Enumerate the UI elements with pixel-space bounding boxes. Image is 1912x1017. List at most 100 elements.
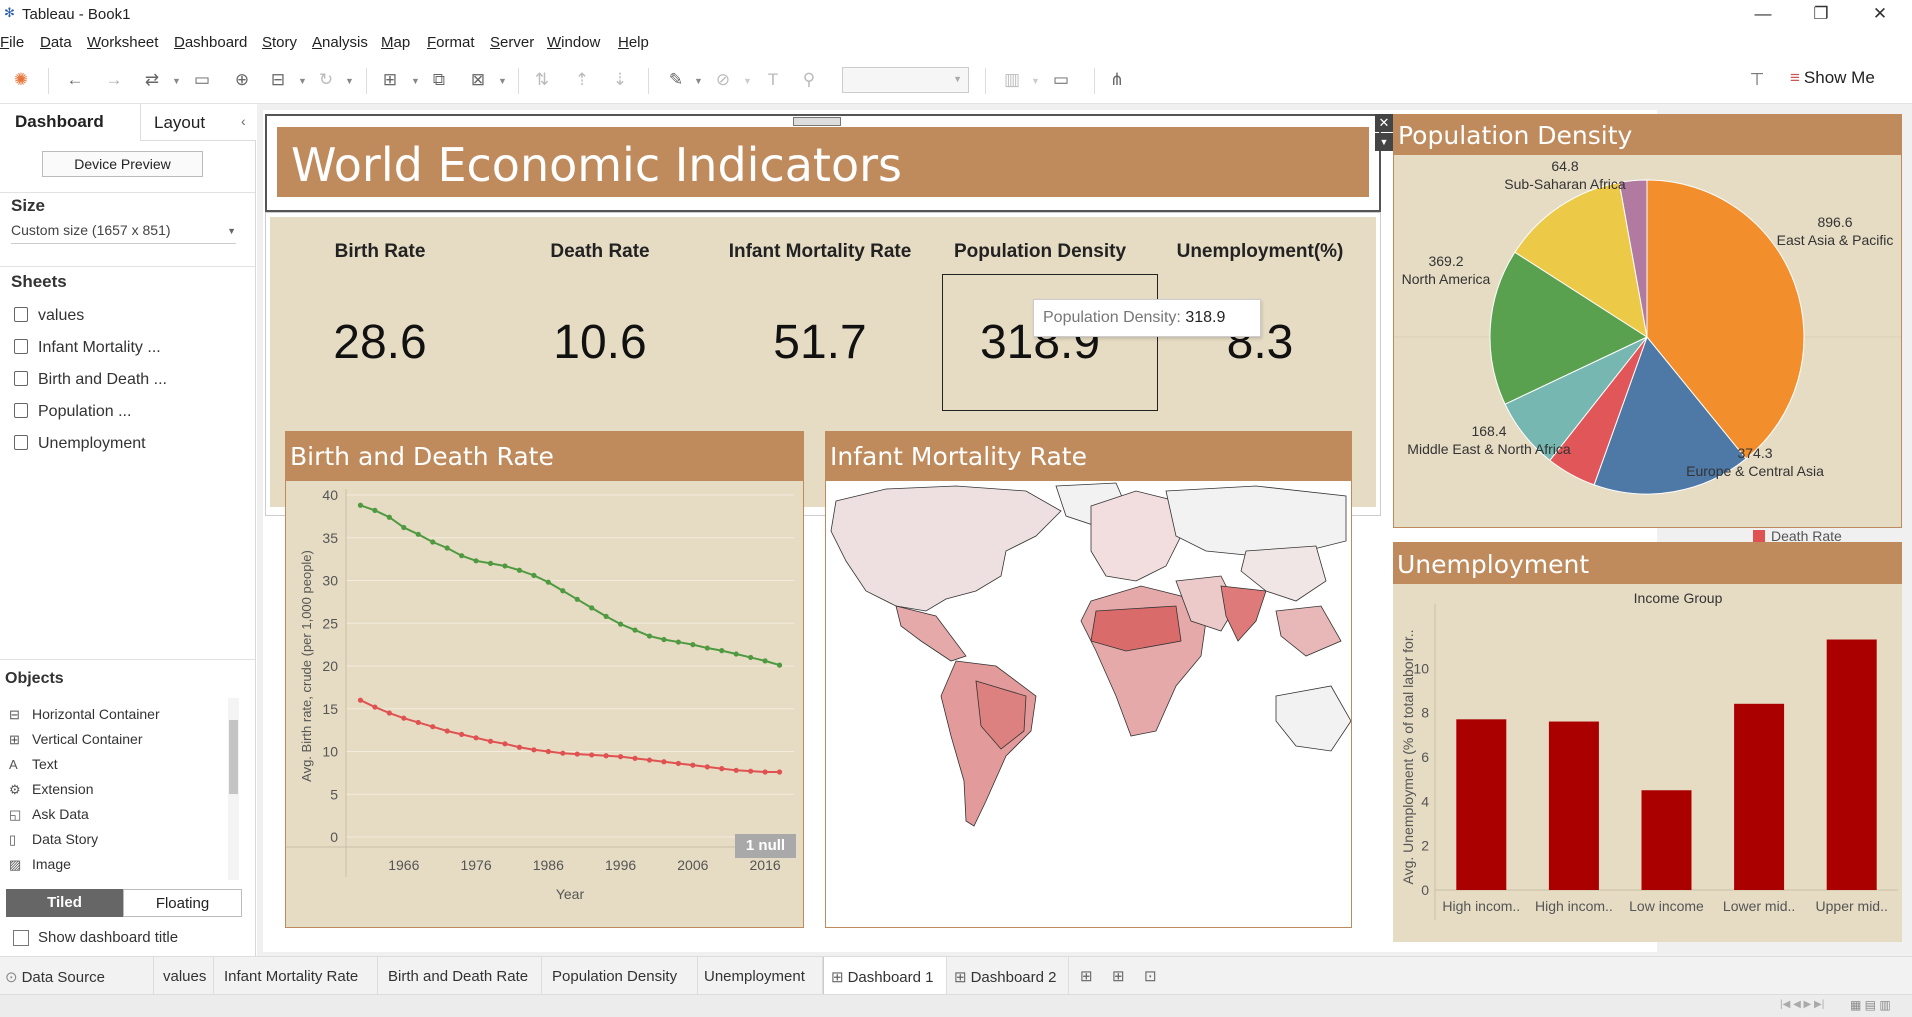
tab-infant-mortality-rate[interactable]: Infant Mortality Rate [214, 957, 378, 994]
tab-population-density[interactable]: Population Density [542, 957, 698, 994]
object-vertical-container[interactable]: ⊞ Vertical Container [9, 731, 143, 747]
redo-icon[interactable]: → [105, 70, 123, 89]
sort-descending-icon[interactable]: ⇣ [612, 70, 628, 89]
chevron-down-icon[interactable]: ▼ [498, 76, 507, 86]
pause-updates-icon[interactable]: ⊟ [270, 70, 286, 89]
infant-mortality-sheet[interactable]: Infant Mortality Rate [825, 431, 1352, 928]
menu-server[interactable]: Server [490, 34, 535, 51]
presentation-mode-icon[interactable]: ▭ [1052, 70, 1070, 89]
world-map[interactable] [826, 481, 1351, 927]
show-cards-icon[interactable]: ▥ [1003, 70, 1021, 89]
new-story-tab-icon[interactable]: ⊡ [1144, 968, 1157, 985]
death-rate-legend[interactable]: Death Rate [1753, 528, 1899, 546]
save-icon[interactable]: ▭ [193, 70, 211, 89]
new-dashboard-tab-icon[interactable]: ⊞ [1112, 968, 1125, 985]
device-preview-button[interactable]: Device Preview [42, 151, 203, 177]
tab-values[interactable]: values [154, 957, 214, 994]
objects-scrollbar[interactable] [228, 698, 239, 880]
chevron-down-icon[interactable]: ▼ [298, 76, 307, 86]
null-indicator-badge[interactable]: 1 null [735, 834, 796, 858]
fix-axes-icon[interactable]: ⚲ [802, 70, 816, 89]
unemployment-sheet[interactable]: Unemployment Income Group 0 2 4 6 8 10 Avg. Une… [1393, 542, 1902, 942]
pie-value-label: 369.2 [1428, 253, 1463, 269]
menu-window[interactable]: Window [547, 34, 601, 51]
floating-button[interactable]: Floating [123, 889, 242, 917]
share-icon[interactable]: ⋔ [1109, 70, 1125, 89]
sheet-item-infant-mortality[interactable]: Infant Mortality ... [14, 339, 161, 357]
sort-ascending-icon[interactable]: ⇡ [574, 70, 590, 89]
tab-unemployment[interactable]: Unemployment [698, 957, 823, 994]
sheet-item-unemployment[interactable]: Unemployment [14, 435, 146, 453]
show-mark-labels-icon[interactable]: T [767, 70, 779, 89]
tab-dashboard[interactable]: Dashboard [0, 104, 140, 141]
tab-navigation-arrows[interactable]: |◀ ◀ ▶ ▶| [1780, 999, 1825, 1010]
tab-layout[interactable]: Layout ‹ [140, 104, 256, 141]
menu-map[interactable]: Map [381, 34, 411, 51]
restore-button[interactable]: ❐ [1813, 4, 1829, 23]
object-ask-data[interactable]: ◱ Ask Data [9, 806, 89, 822]
object-extension[interactable]: ⚙ Extension [9, 781, 94, 797]
highlight-icon[interactable]: ✎ [668, 70, 684, 89]
scrollbar-thumb[interactable] [229, 720, 238, 794]
tab-dashboard-2[interactable]: ⊞ Dashboard 2 [947, 957, 1069, 994]
chevron-down-icon[interactable]: ▼ [694, 76, 703, 86]
new-data-source-icon[interactable]: ⊕ [234, 70, 250, 89]
fit-dropdown[interactable]: ▼ [842, 67, 969, 93]
menu-file[interactable]: File [0, 34, 25, 51]
swap-rows-columns-icon[interactable]: ⇅ [534, 70, 550, 89]
menu-worksheet[interactable]: Worksheet [87, 34, 159, 51]
chevron-down-icon[interactable]: ▼ [1031, 76, 1040, 86]
swap-icon[interactable]: ⇄ [144, 70, 160, 89]
chevron-down-icon[interactable]: ▼ [411, 76, 420, 86]
pin-icon[interactable]: ⊤ [1749, 70, 1765, 89]
kpi-value-infant-mortality[interactable]: 51.7 [773, 316, 867, 369]
sheet-item-values[interactable]: values [14, 307, 84, 325]
birth-death-sheet[interactable]: Birth and Death Rate 0 5 10 15 20 25 30 35 40 196… [285, 431, 804, 928]
menu-dashboard[interactable]: Dashboard [174, 34, 248, 51]
title-container[interactable]: World Economic Indicators [265, 114, 1381, 212]
collapse-pane-icon[interactable]: ‹ [241, 113, 246, 129]
data-point [776, 769, 783, 775]
show-title-checkbox[interactable] [13, 930, 29, 946]
duplicate-sheet-icon[interactable]: ⧉ [432, 70, 446, 89]
more-options-icon[interactable]: ▼ [1375, 133, 1393, 151]
kpi-selected-cell[interactable] [942, 274, 1158, 411]
tab-dashboard-1[interactable]: ⊞ Dashboard 1 [823, 957, 947, 994]
pie-value-label: 168.4 [1471, 423, 1506, 439]
refresh-icon[interactable]: ↻ [318, 70, 334, 89]
tab-data-source[interactable]: ⊙ Data Source [0, 957, 154, 994]
size-dropdown[interactable]: Custom size (1657 x 851) ▼ [11, 222, 236, 244]
sheet-item-birth-death[interactable]: Birth and Death ... [14, 371, 167, 389]
drag-handle[interactable] [793, 117, 841, 126]
clear-sheet-icon[interactable]: ⊠ [470, 70, 486, 89]
tiled-button[interactable]: Tiled [6, 889, 123, 917]
remove-from-dashboard-icon[interactable]: ✕ [1375, 114, 1393, 132]
chevron-down-icon[interactable]: ▼ [743, 76, 752, 86]
object-data-story[interactable]: ▯ Data Story [9, 831, 99, 847]
population-density-sheet[interactable]: Population Density 896.6 East Asia & Paci… [1393, 114, 1902, 528]
show-me-button[interactable]: ≡ Show Me [1790, 68, 1875, 88]
undo-icon[interactable]: ← [66, 70, 84, 89]
new-worksheet-icon[interactable]: ⊞ [382, 70, 398, 89]
new-worksheet-tab-icon[interactable]: ⊞ [1080, 968, 1093, 985]
menu-analysis[interactable]: Analysis [312, 34, 368, 51]
view-mode-icons[interactable]: ▦ ▤ ▥ [1850, 998, 1891, 1012]
minimize-button[interactable]: — [1754, 4, 1772, 23]
object-text[interactable]: A Text [9, 756, 58, 772]
tableau-home-icon[interactable]: ✺ [13, 70, 29, 89]
kpi-value-death-rate[interactable]: 10.6 [553, 316, 647, 369]
menu-data[interactable]: Data [40, 34, 72, 51]
close-button[interactable]: ✕ [1872, 4, 1888, 23]
data-point [762, 769, 768, 775]
object-image[interactable]: ▨ Image [9, 856, 71, 872]
menu-format[interactable]: Format [427, 34, 475, 51]
tab-birth-and-death-rate[interactable]: Birth and Death Rate [378, 957, 542, 994]
kpi-value-birth-rate[interactable]: 28.6 [333, 316, 427, 369]
sheet-item-population[interactable]: Population ... [14, 403, 131, 421]
group-members-icon[interactable]: ⊘ [715, 70, 731, 89]
menu-help[interactable]: Help [618, 34, 649, 51]
chevron-down-icon[interactable]: ▼ [345, 76, 354, 86]
object-horizontal-container[interactable]: ⊟ Horizontal Container [9, 706, 160, 722]
chevron-down-icon[interactable]: ▼ [172, 76, 181, 86]
menu-story[interactable]: Story [262, 34, 298, 51]
